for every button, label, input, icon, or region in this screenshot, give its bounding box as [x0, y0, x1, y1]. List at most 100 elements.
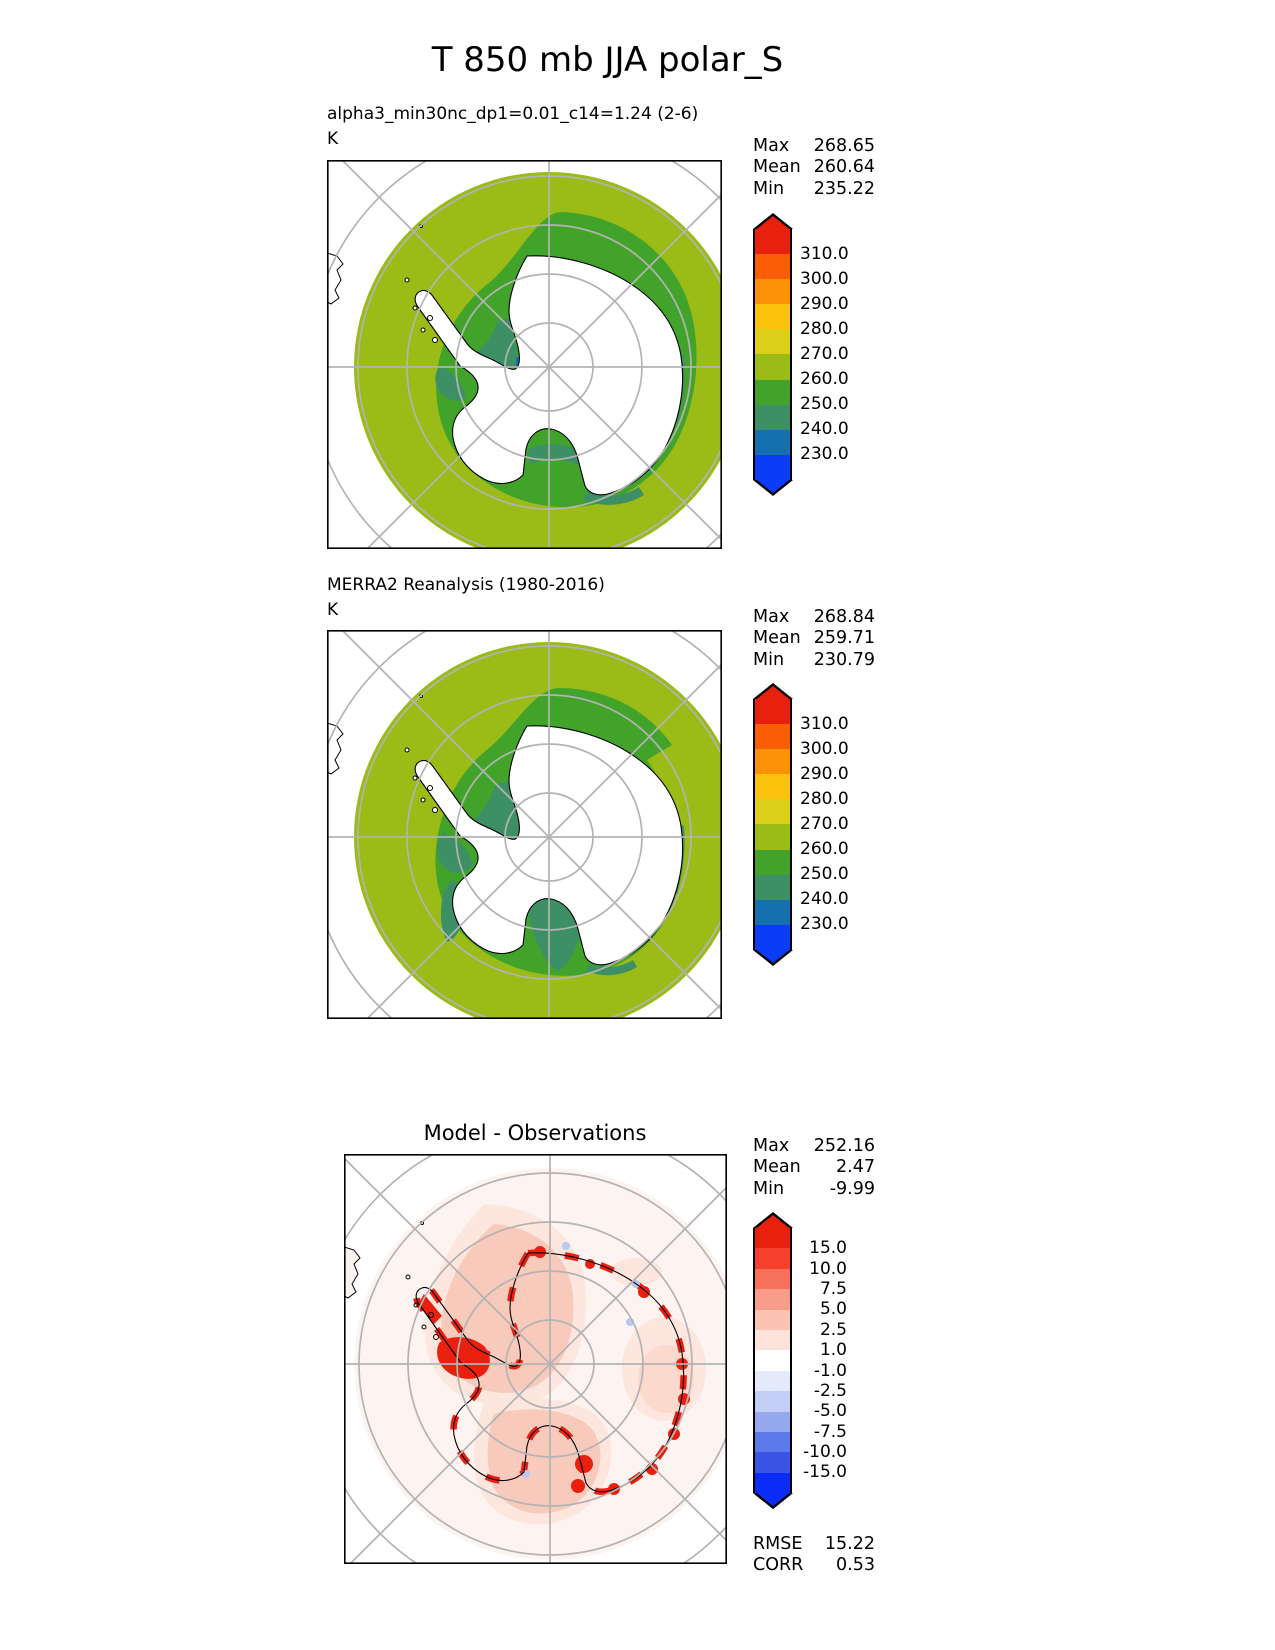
metric-label: CORR: [753, 1555, 804, 1576]
colorbar-tick-label: 10.0: [809, 1258, 847, 1279]
colorbar-segment: [755, 699, 790, 725]
colorbar-segment: [755, 1248, 790, 1269]
colorbar-segment: [755, 1228, 790, 1249]
stat-row: Min 235.22: [753, 179, 875, 200]
panel3-map: [344, 1154, 727, 1564]
stat-value: 259.71: [813, 628, 875, 649]
panel1-colorbar-labels: 310.0 300.0 290.0 280.0 270.0 260.0 250.0 240.0…: [800, 242, 860, 468]
panel2-stats: Max 268.84 Mean 259.71 Min 230.79: [753, 607, 875, 671]
colorbar-tick-label: 300.0: [800, 738, 849, 759]
stat-row: Max 252.16: [753, 1136, 875, 1157]
stat-label: Max: [753, 607, 790, 627]
colorbar-tick-label: 260.0: [800, 838, 849, 859]
colorbar-segment: [755, 404, 790, 430]
map-frame: [344, 1154, 727, 1564]
colorbar-segment: [755, 1411, 790, 1432]
colorbar-segment: [755, 774, 790, 800]
colorbar-tick-label: 310.0: [800, 243, 849, 264]
panel3-map-svg: [344, 1154, 727, 1564]
colorbar-tick-label: 1.0: [819, 1340, 847, 1361]
panel3-stats: Max 252.16 Mean 2.47 Min -9.99: [753, 1136, 875, 1200]
colorbar-segment: [755, 454, 790, 480]
colorbar-top-arrow: [753, 1212, 793, 1229]
metric-value: 0.53: [836, 1555, 875, 1576]
panel3-title: Model - Observations: [423, 1121, 647, 1145]
colorbar-segment: [755, 924, 790, 950]
colorbar-tick-label: 7.5: [819, 1278, 847, 1299]
stat-row: Mean 260.64: [753, 157, 875, 178]
colorbar-tick-label: -15.0: [803, 1462, 847, 1483]
stat-value: 252.16: [813, 1136, 875, 1156]
colorbar-tick-label: 5.0: [819, 1299, 847, 1320]
colorbar-segment: [755, 1309, 790, 1330]
colorbar-segment: [755, 254, 790, 280]
colorbar-tick-label: 250.0: [800, 864, 849, 885]
stat-label: Max: [753, 1136, 790, 1156]
stat-row: Min 230.79: [753, 650, 875, 671]
stat-row: Mean 2.47: [753, 1157, 875, 1178]
stat-row: Mean 259.71: [753, 628, 875, 649]
stat-label: Max: [753, 136, 790, 156]
panel1-colorbar: [753, 213, 793, 496]
colorbar-tick-label: 300.0: [800, 268, 849, 289]
stat-label: Min: [753, 178, 785, 199]
panel1-stats: Max 268.65 Mean 260.64 Min 235.22: [753, 136, 875, 200]
colorbar-tick-label: 230.0: [800, 914, 849, 935]
colorbar-tick-label: 260.0: [800, 368, 849, 389]
colorbar-tick-label: 310.0: [800, 713, 849, 734]
stat-row: Max 268.65: [753, 136, 875, 157]
metric-label: RMSE: [753, 1534, 803, 1554]
colorbar-segment: [755, 1370, 790, 1392]
stat-label: Mean: [753, 628, 801, 649]
stat-row: Min -9.99: [753, 1179, 875, 1200]
stat-value: 260.64: [813, 157, 875, 178]
panel3-metrics: RMSE 15.22 CORR 0.53: [753, 1534, 875, 1577]
colorbar-segment: [755, 874, 790, 900]
panel1-map-svg: [327, 160, 722, 549]
colorbar-segment: [755, 429, 790, 455]
colorbar-segment: [755, 379, 790, 405]
colorbar-segment: [755, 1431, 790, 1453]
colorbar-segment: [755, 1268, 790, 1290]
stat-label: Min: [753, 649, 785, 670]
colorbar-tick-label: -5.0: [813, 1401, 847, 1422]
panel2-colorbar: [753, 683, 793, 966]
panel3-colorbar-labels: 15.0 10.0 7.5 5.0 2.5 1.0 -1.0 -2.5 -5.0 -7.5 -10.…: [797, 1238, 847, 1483]
stat-row: Max 268.84: [753, 607, 875, 628]
colorbar-segment: [755, 899, 790, 925]
panel1-map: [327, 160, 722, 549]
colorbar-segment: [755, 229, 790, 255]
colorbar-segment: [755, 849, 790, 875]
colorbar-tick-label: 270.0: [800, 813, 849, 834]
colorbar-tick-label: 290.0: [800, 293, 849, 314]
colorbar-segment: [755, 1329, 790, 1351]
stat-value: -9.99: [829, 1178, 875, 1199]
colorbar-segment: [755, 799, 790, 825]
map-frame: [327, 630, 722, 1019]
panel1-subtitle: alpha3_min30nc_dp1=0.01_c14=1.24 (2-6): [327, 104, 699, 124]
metric-value: 15.22: [824, 1534, 875, 1554]
colorbar-top-arrow: [753, 683, 793, 700]
figure-title: T 850 mb JJA polar_S: [431, 40, 784, 80]
colorbar-segment: [755, 329, 790, 355]
colorbar-tick-label: 240.0: [800, 889, 849, 910]
metric-row: RMSE 15.22: [753, 1534, 875, 1555]
colorbar-segment: [755, 1472, 790, 1494]
colorbar-tick-label: 290.0: [800, 763, 849, 784]
colorbar-tick-label: 230.0: [800, 444, 849, 465]
stat-label: Mean: [753, 1157, 801, 1178]
colorbar-segment: [755, 304, 790, 330]
stat-label: Min: [753, 1178, 785, 1199]
colorbar-segment: [755, 279, 790, 305]
colorbar-tick-label: 280.0: [800, 788, 849, 809]
stat-label: Mean: [753, 157, 801, 178]
panel1-units: K: [327, 129, 339, 149]
stat-value: 230.79: [813, 649, 875, 670]
colorbar-tick-label: 240.0: [800, 419, 849, 440]
map-frame: [327, 160, 722, 549]
panel2-units: K: [327, 600, 339, 620]
colorbar-segment: [755, 724, 790, 750]
stat-value: 235.22: [813, 178, 875, 199]
colorbar-segment: [755, 824, 790, 850]
